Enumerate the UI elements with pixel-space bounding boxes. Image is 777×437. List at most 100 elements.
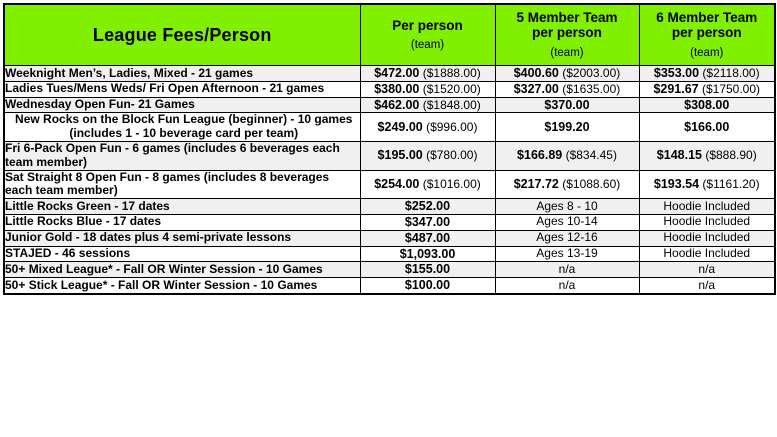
five-member-cell: n/a (494, 261, 640, 279)
table-row: Little Rocks Blue - 17 dates $347.00 Ages … (3, 213, 776, 231)
five-member-cell-amount: $400.60 (513, 66, 559, 80)
six-member-cell-team-total: ($888.90) (701, 148, 757, 163)
header-five-member-sub: (team) (550, 46, 584, 59)
five-member-cell: Ages 10-14 (494, 213, 640, 231)
header-cell-league-fees: League Fees/Person (3, 3, 361, 66)
five-member-cell: $327.00 ($1635.00) (494, 80, 640, 98)
per-person-cell-amount: $254.00 (374, 176, 420, 191)
per-person-cell: $249.00 ($996.00) (359, 112, 496, 142)
per-person-cell-amount: $487.00 (404, 230, 451, 245)
six-member-cell: Hoodie Included (638, 198, 776, 215)
table-row: 50+ Stick League* - Fall OR Winter Sessi… (3, 277, 776, 295)
six-member-cell: Hoodie Included (638, 229, 776, 247)
table-row: STAJED - 46 sessions $1,093.00 Ages 13-19 H… (3, 245, 776, 263)
per-person-cell: $380.00 ($1520.00) (359, 80, 496, 98)
league-name-cell: Little Rocks Green - 17 dates (3, 198, 361, 215)
table-row: Ladies Tues/Mens Weds/ Fri Open Afternoo… (3, 80, 776, 98)
six-member-cell: $166.00 (638, 112, 776, 142)
table-title: League Fees/Person (92, 24, 272, 45)
five-member-cell-amount: $327.00 (513, 81, 559, 96)
per-person-cell-team-total: ($996.00) (422, 119, 478, 134)
header-six-member-sub: (team) (690, 46, 724, 59)
per-person-cell: $347.00 (359, 213, 496, 231)
six-member-cell: Hoodie Included (638, 213, 776, 231)
header-cell-five-member-team: 5 Member Team per person (team) (494, 3, 640, 66)
six-member-cell-amount: $148.15 (656, 148, 702, 163)
header-cell-per-person: Per person (team) (359, 3, 496, 66)
table-row: Wednesday Open Fun- 21 Games $462.00 ($18… (3, 96, 776, 114)
five-member-cell-team-total: ($2003.00) (558, 66, 621, 80)
per-person-cell: $472.00 ($1888.00) (359, 65, 496, 82)
six-member-cell-amount: $353.00 (653, 66, 700, 80)
per-person-cell-team-total: ($1888.00) (419, 66, 481, 80)
league-name-cell: Fri 6-Pack Open Fun - 6 games (includes … (3, 140, 361, 171)
six-member-cell: $353.00 ($2118.00) (638, 65, 776, 82)
header-five-member-line2: per person (532, 25, 602, 41)
per-person-cell-amount: $155.00 (404, 262, 451, 277)
six-member-cell: $193.54 ($1161.20) (638, 169, 776, 200)
five-member-cell-amount: $166.89 (517, 148, 563, 163)
five-member-cell-amount: $370.00 (544, 97, 590, 112)
per-person-cell: $1,093.00 (359, 245, 496, 263)
six-member-cell-amount: $166.00 (684, 119, 730, 134)
six-member-cell: n/a (638, 277, 776, 295)
six-member-cell: $291.67 ($1750.00) (638, 80, 776, 98)
header-cell-six-member-team: 6 Member Team per person (team) (638, 3, 776, 66)
table-row: Weeknight Men’s, Ladies, Mixed - 21 game… (3, 65, 776, 82)
per-person-cell: $252.00 (359, 198, 496, 215)
per-person-cell-team-total: ($1016.00) (419, 176, 481, 191)
league-name-cell: 50+ Stick League* - Fall OR Winter Sessi… (3, 277, 361, 295)
five-member-cell-team-total: ($1635.00) (558, 81, 621, 96)
five-member-cell: n/a (494, 277, 640, 295)
header-per-person-label: Per person (392, 17, 463, 33)
five-member-cell: Ages 13-19 (494, 245, 640, 263)
table-row: New Rocks on the Block Fun League (begin… (3, 112, 776, 142)
per-person-cell-team-total: ($780.00) (422, 148, 478, 163)
five-member-cell: Ages 8 - 10 (494, 198, 640, 215)
five-member-cell-team-total: ($1088.60) (558, 176, 621, 191)
six-member-cell: $308.00 (638, 96, 776, 114)
table-row: Junior Gold - 18 dates plus 4 semi-priva… (3, 229, 776, 247)
five-member-cell: $199.20 (494, 112, 640, 142)
per-person-cell: $100.00 (359, 277, 496, 295)
league-name-cell: Wednesday Open Fun- 21 Games (3, 96, 361, 114)
six-member-cell-team-total: ($2118.00) (699, 66, 760, 80)
table-row: 50+ Mixed League* - Fall OR Winter Sessi… (3, 261, 776, 279)
table-row: Little Rocks Green - 17 dates $252.00 Ages… (3, 198, 776, 215)
per-person-cell-team-total: ($1848.00) (419, 97, 481, 112)
per-person-cell-amount: $100.00 (404, 278, 451, 293)
six-member-cell-amount: $308.00 (684, 97, 730, 112)
per-person-cell-amount: $195.00 (377, 148, 423, 163)
per-person-cell-amount: $462.00 (374, 97, 420, 112)
six-member-cell: n/a (638, 261, 776, 279)
header-per-person-sub: (team) (410, 39, 445, 52)
five-member-cell-amount: $199.20 (544, 119, 590, 134)
per-person-cell-team-total: ($1520.00) (419, 81, 481, 96)
league-name-cell: 50+ Mixed League* - Fall OR Winter Sessi… (3, 261, 361, 279)
table-row: Fri 6-Pack Open Fun - 6 games (includes … (3, 140, 776, 171)
six-member-cell-team-total: ($1161.20) (699, 176, 760, 191)
six-member-cell-team-total: ($1750.00) (698, 81, 761, 96)
six-member-cell-amount: $291.67 (653, 81, 699, 96)
per-person-cell: $487.00 (359, 229, 496, 247)
six-member-cell-amount: $193.54 (653, 176, 700, 191)
per-person-cell-amount: $347.00 (404, 214, 451, 229)
header-six-member-line1: 6 Member Team (656, 9, 758, 25)
per-person-cell: $155.00 (359, 261, 496, 279)
per-person-cell: $462.00 ($1848.00) (359, 96, 496, 114)
table-row: Sat Straight 8 Open Fun - 8 games (inclu… (3, 169, 776, 200)
five-member-cell: $370.00 (494, 96, 640, 114)
five-member-cell-amount: $217.72 (513, 176, 559, 191)
per-person-cell-amount: $472.00 (374, 66, 420, 80)
league-fees-table: League Fees/Person Per person (team) 5 M… (3, 3, 776, 295)
league-name-cell: Little Rocks Blue - 17 dates (3, 213, 361, 231)
per-person-cell-amount: $380.00 (374, 81, 420, 96)
six-member-cell: $148.15 ($888.90) (638, 140, 776, 171)
per-person-cell-amount: $1,093.00 (399, 246, 456, 261)
header-row: League Fees/Person Per person (team) 5 M… (3, 3, 776, 66)
five-member-cell-team-total: ($834.45) (562, 148, 617, 163)
five-member-cell: $400.60 ($2003.00) (494, 65, 640, 82)
per-person-cell: $254.00 ($1016.00) (359, 169, 496, 200)
league-name-cell: Weeknight Men’s, Ladies, Mixed - 21 game… (3, 65, 361, 82)
per-person-cell-amount: $249.00 (377, 119, 423, 134)
